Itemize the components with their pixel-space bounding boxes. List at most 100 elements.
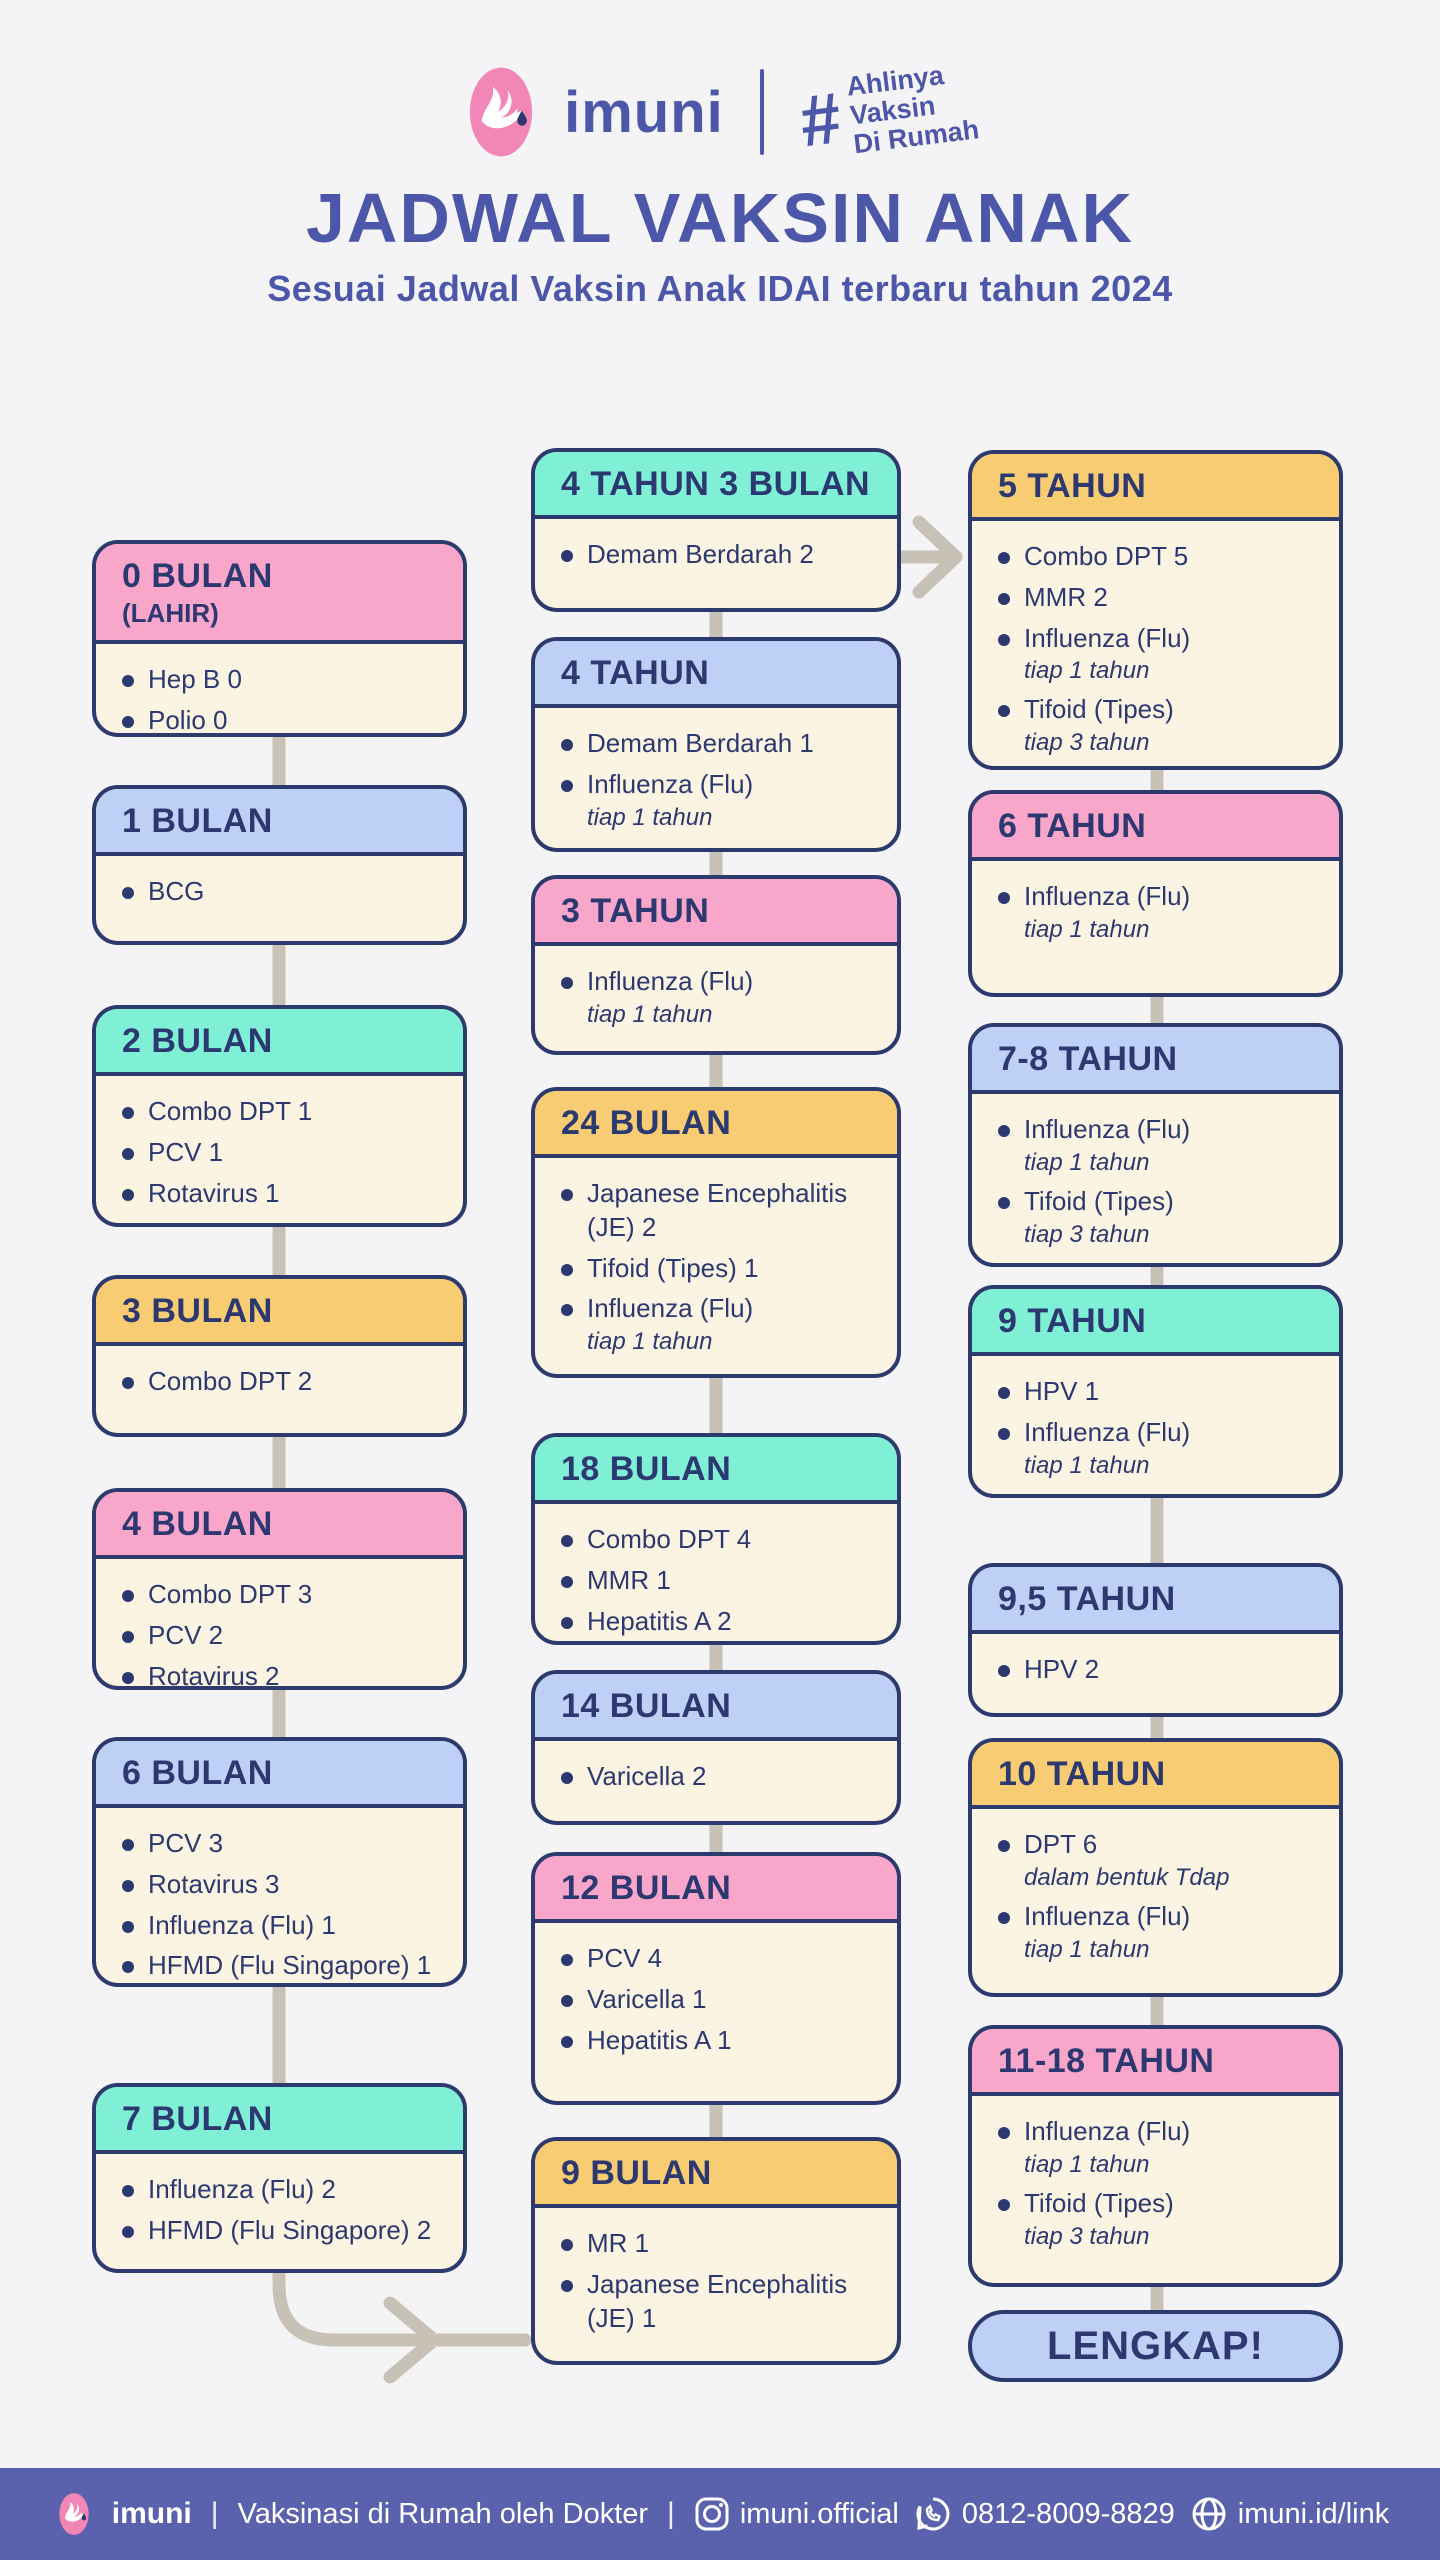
vaccine-item: Hepatitis A 2 [557, 1605, 875, 1639]
card-header: 11-18 TAHUN [972, 2029, 1339, 2096]
vaccine-name: Demam Berdarah 2 [587, 539, 814, 569]
vaccine-item: Hepatitis A 1 [557, 2024, 875, 2058]
footer-instagram-handle: imuni.official [739, 2497, 899, 2530]
card-header: 18 BULAN [535, 1437, 897, 1504]
vaccine-name: Japanese Encephalitis (JE) 1 [587, 2268, 848, 2333]
vaccine-name: Influenza (Flu) [1024, 1114, 1191, 1144]
bullet-icon [561, 1994, 573, 2007]
schedule-card-2-bulan: 2 BULAN Combo DPT 1 PCV 1 Rotavirus 1 [92, 1005, 467, 1227]
card-header: 4 TAHUN 3 BULAN [535, 452, 897, 519]
vaccine-name: Hepatitis A 1 [587, 2024, 732, 2055]
bullet-icon [561, 2035, 573, 2048]
schedule-card-6-tahun: 6 TAHUN Influenza (Flu) tiap 1 tahun [968, 790, 1343, 997]
card-body: Influenza (Flu) tiap 1 tahun Tifoid (Tipes… [972, 2096, 1339, 2269]
schedule-card-11-18-tahun: 11-18 TAHUN Influenza (Flu) tiap 1 tahun T… [968, 2025, 1343, 2287]
vaccine-item: Influenza (Flu) tiap 1 tahun [994, 1416, 1317, 1481]
logo-row: imuni # Ahlinya Vaksin Di Rumah [0, 58, 1440, 166]
vaccine-item: Demam Berdarah 1 [557, 727, 875, 761]
vaccine-name: PCV 1 [148, 1136, 224, 1167]
vaccine-note: tiap 3 tahun [1024, 729, 1150, 757]
vaccine-name: HPV 1 [1024, 1376, 1100, 1406]
bullet-icon [561, 550, 573, 562]
vaccine-item: Influenza (Flu) tiap 1 tahun [994, 1900, 1317, 1965]
vaccine-item: Combo DPT 4 [557, 1523, 875, 1557]
vaccine-item: Tifoid (Tipes) tiap 3 tahun [994, 693, 1317, 758]
card-body: HPV 1 Influenza (Flu) tiap 1 tahun [972, 1356, 1339, 1494]
schedule-card-0-bulan: 0 BULAN (LAHIR) Hep B 0 Polio 0 [92, 540, 467, 737]
footer-instagram: imuni.official [694, 2496, 899, 2532]
vaccine-item: Varicella 1 [557, 1983, 875, 2017]
card-header: 9 BULAN [535, 2141, 897, 2208]
header: imuni # Ahlinya Vaksin Di Rumah JADWAL V… [0, 0, 1440, 310]
card-body: PCV 3 Rotavirus 3 Influenza (Flu) 1 HFMD (F… [96, 1808, 463, 1983]
vaccine-item: Combo DPT 3 [118, 1578, 441, 1612]
vaccine-item: Influenza (Flu) tiap 1 tahun [557, 768, 875, 833]
vaccine-note: tiap 1 tahun [1024, 915, 1150, 943]
vaccine-name: Japanese Encephalitis (JE) 2 [587, 1178, 848, 1242]
card-body: Japanese Encephalitis (JE) 2 Tifoid (Tipe… [535, 1158, 897, 1374]
bullet-icon [122, 675, 134, 687]
bullet-icon [998, 892, 1010, 904]
schedule-card-14-bulan: 14 BULAN Varicella 2 [531, 1670, 901, 1825]
vaccine-name: Hep B 0 [148, 664, 242, 694]
vaccine-name: Combo DPT 2 [148, 1366, 313, 1396]
footer-website: imuni.id/link [1190, 2495, 1389, 2533]
card-body: Demam Berdarah 1 Influenza (Flu) tiap 1 ta… [535, 708, 897, 848]
vaccine-name: Tifoid (Tipes) [1024, 694, 1174, 725]
footer-service-text: Vaksinasi di Rumah oleh Dokter [237, 2497, 649, 2530]
card-title: 2 BULAN [122, 1022, 273, 1060]
card-subtitle: (LAHIR) [122, 598, 219, 628]
bullet-icon [561, 1575, 573, 1588]
vaccine-item: Japanese Encephalitis (JE) 2 [557, 1177, 875, 1245]
vaccine-name: MMR 2 [1024, 581, 1108, 612]
vaccine-note: tiap 3 tahun [1024, 2222, 1150, 2250]
vaccine-name: Rotavirus 2 [148, 1660, 280, 1690]
vaccine-item: Rotavirus 1 [118, 1177, 441, 1211]
vaccine-note: tiap 1 tahun [1024, 1935, 1150, 1963]
card-title: 9,5 TAHUN [998, 1580, 1176, 1618]
bullet-icon [122, 1879, 134, 1892]
card-body: BCG [96, 856, 463, 926]
card-body: MR 1 Japanese Encephalitis (JE) 1 [535, 2208, 897, 2352]
vaccine-name: BCG [148, 876, 205, 906]
bullet-icon [561, 779, 573, 792]
schedule-card-4-tahun: 4 TAHUN Demam Berdarah 1 Influenza (Flu) t… [531, 637, 901, 852]
card-header: 6 TAHUN [972, 794, 1339, 861]
vaccine-name: PCV 2 [148, 1619, 224, 1650]
vaccine-name: Tifoid (Tipes) [1024, 2187, 1174, 2218]
vaccine-item: HFMD (Flu Singapore) 2 [118, 2214, 441, 2248]
vaccine-item: Hep B 0 [118, 663, 441, 697]
footer-divider: | [210, 2497, 219, 2530]
card-title: 14 BULAN [561, 1687, 732, 1725]
card-body: Influenza (Flu) 2 HFMD (Flu Singapore) 2 [96, 2154, 463, 2265]
schedule-card-9-tahun: 9 TAHUN HPV 1 Influenza (Flu) tiap 1 tahun [968, 1285, 1343, 1498]
bullet-icon [122, 1671, 134, 1684]
vaccine-item: HFMD (Flu Singapore) 1 [118, 1949, 441, 1983]
bullet-icon [561, 2279, 573, 2292]
schedule-card-3-bulan: 3 BULAN Combo DPT 2 [92, 1275, 467, 1437]
card-title: 5 TAHUN [998, 467, 1147, 505]
vaccine-name: Combo DPT 3 [148, 1579, 313, 1609]
vaccine-name: PCV 4 [587, 1943, 663, 1973]
bullet-icon [998, 1125, 1010, 1137]
page-subtitle: Sesuai Jadwal Vaksin Anak IDAI terbaru t… [267, 268, 1173, 309]
bullet-icon [998, 1840, 1010, 1852]
vaccine-name: Influenza (Flu) 1 [148, 1909, 336, 1940]
vaccine-item: Influenza (Flu) 2 [118, 2173, 441, 2207]
card-title: 18 BULAN [561, 1450, 732, 1488]
vaccine-name: Influenza (Flu) [587, 1293, 754, 1324]
vaccine-item: Influenza (Flu) tiap 1 tahun [557, 1292, 875, 1357]
card-body: Combo DPT 1 PCV 1 Rotavirus 1 [96, 1076, 463, 1223]
vaccine-item: Influenza (Flu) tiap 1 tahun [994, 1113, 1317, 1178]
card-body: DPT 6 dalam bentuk Tdap Influenza (Flu) tia… [972, 1809, 1339, 1982]
vaccine-item: DPT 6 dalam bentuk Tdap [994, 1828, 1317, 1893]
vaccine-name: Combo DPT 5 [1024, 541, 1189, 571]
vaccine-name: Rotavirus 1 [148, 1177, 280, 1208]
card-header: 10 TAHUN [972, 1742, 1339, 1809]
bullet-icon [561, 739, 573, 751]
vaccine-item: PCV 4 [557, 1942, 875, 1976]
bullet-icon [122, 1147, 134, 1160]
bullet-icon [998, 2127, 1010, 2139]
card-body: Combo DPT 5 MMR 2 Influenza (Flu) tiap 1 ta… [972, 521, 1339, 766]
